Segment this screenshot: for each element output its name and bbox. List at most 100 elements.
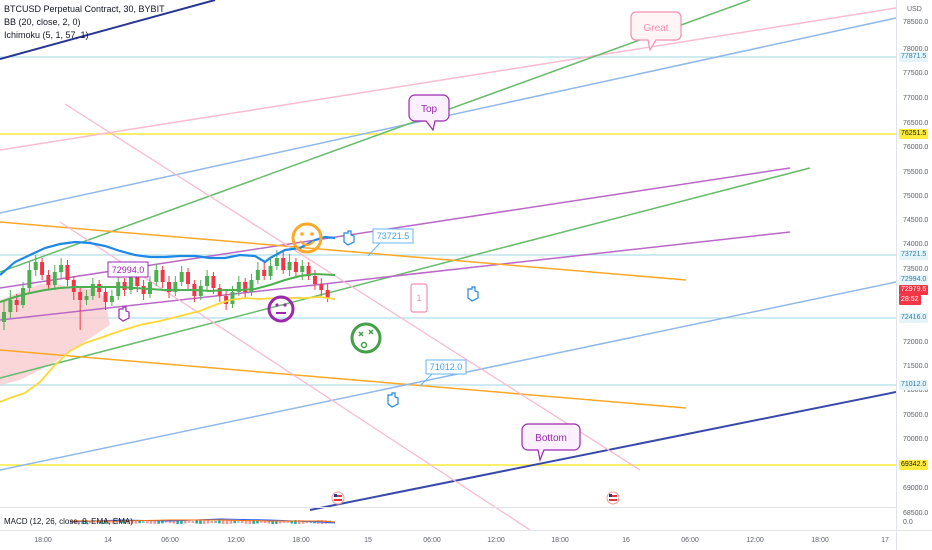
price-tick: 72000.0 [903, 339, 929, 346]
callout-71012-label: 71012.0 [430, 362, 463, 372]
price-tick: 75000.0 [903, 193, 929, 200]
trendline-orange-upper[interactable] [0, 221, 687, 281]
macd-bar [161, 520, 164, 524]
price-tick: 78500.0 [903, 19, 929, 26]
macd-signal-line [70, 519, 336, 523]
pointer-hand-icon-4[interactable] [118, 306, 130, 322]
time-tick: 06:00 [681, 537, 699, 544]
top-bubble[interactable]: Top [408, 94, 450, 132]
macd-legend[interactable]: MACD (12, 26, close, 9, EMA, EMA) [4, 517, 133, 526]
price-label: 77871.5 [899, 52, 929, 62]
macd-bar [123, 520, 126, 524]
time-axis[interactable]: 18:00 14 06:00 12:00 18:00 15 06:00 12:00 18:00 1… [0, 530, 896, 550]
macd-bar [233, 520, 236, 524]
price-tick: 71500.0 [903, 363, 929, 370]
candle-body [274, 258, 279, 266]
candle-body [217, 288, 222, 296]
dizzy-face-icon[interactable] [350, 322, 382, 354]
macd-bar [149, 520, 153, 524]
trendline-purple-lower[interactable] [0, 231, 791, 321]
macd-bar [127, 520, 130, 524]
ichimoku-cloud [0, 284, 110, 385]
chart-canvas[interactable]: Great Top Bottom 73721.5 72994.0 71012.0… [0, 0, 896, 530]
price-tick: 69000.0 [903, 485, 929, 492]
candle-body [243, 282, 248, 292]
legend-ichimoku[interactable]: Ichimoku (5, 1, 57, 1) [4, 30, 89, 40]
candle-body [84, 296, 89, 300]
macd-bar [203, 520, 206, 524]
bottom-bubble[interactable]: Bottom [521, 423, 581, 463]
trendline-orange-lower[interactable] [0, 349, 687, 409]
great-bubble[interactable]: Great [630, 11, 682, 52]
candle-body [46, 275, 51, 285]
trendline-navy-bottom[interactable] [309, 391, 896, 511]
macd-bar [138, 520, 141, 524]
price-label: 28:52 [899, 295, 921, 305]
time-tick: 06:00 [423, 537, 441, 544]
candle-body [236, 282, 241, 292]
top-label: Top [421, 104, 438, 115]
callout-73721-label: 73721.5 [377, 231, 410, 241]
price-label: 72979.5 [899, 285, 929, 295]
candle-body [40, 262, 45, 275]
callout-73721[interactable]: 73721.5 [367, 228, 414, 257]
trendline-green-lower[interactable] [0, 167, 811, 379]
time-tick: 12:00 [746, 537, 764, 544]
trendline-pink-diag-1[interactable] [64, 103, 641, 471]
candle-body [65, 265, 70, 280]
price-tick: 73500.0 [903, 266, 929, 273]
macd-bar [225, 520, 229, 524]
price-label: 72416.0 [899, 313, 929, 323]
price-tick: 74000.0 [903, 241, 929, 248]
macd-bar [168, 520, 172, 524]
legend-symbol[interactable]: BTCUSD Perpetual Contract, 30, BYBIT [4, 4, 165, 14]
macd-bar [191, 521, 195, 523]
candle-body [52, 272, 57, 285]
candle-body [300, 266, 305, 272]
macd-bar [260, 521, 263, 523]
macd-bar [244, 520, 248, 524]
us-flag-event-icon-2[interactable] [606, 491, 620, 505]
trendline-pink-upper[interactable] [0, 7, 896, 151]
time-tick: 12:00 [487, 537, 505, 544]
legend-bb[interactable]: BB (20, close, 2, 0) [4, 17, 81, 27]
price-label: 71012.0 [899, 380, 929, 390]
price-label: 76251.5 [899, 129, 929, 139]
macd-bar [100, 520, 103, 524]
pointer-hand-icon-3[interactable] [387, 392, 399, 408]
price-axis[interactable]: USD 78500.0 78000.0 77500.0 77000.0 76500.0 7… [896, 0, 932, 530]
trendline-blue-lower[interactable] [0, 281, 896, 471]
macd-bar [146, 520, 149, 524]
macd-bar [172, 520, 176, 524]
neutral-face-icon[interactable] [267, 295, 295, 323]
callout-71012[interactable]: 71012.0 [419, 359, 467, 387]
axis-corner [896, 530, 932, 550]
price-tick: 68500.0 [903, 510, 929, 517]
trendline-green-upper[interactable] [0, 0, 751, 273]
macd-bar [305, 520, 309, 524]
macd-bar [286, 521, 290, 523]
macd-bar [298, 520, 301, 524]
marker-1-box[interactable]: 1 [410, 283, 428, 313]
bb-basis [0, 272, 336, 303]
marker-1-label: 1 [416, 293, 421, 303]
candle-body [122, 282, 127, 290]
price-tick: 76500.0 [903, 120, 929, 127]
candle-body [179, 272, 184, 282]
candle-body [78, 292, 83, 300]
us-flag-event-icon-1[interactable] [331, 491, 345, 505]
happy-face-icon[interactable] [291, 222, 323, 254]
macd-bar [279, 520, 282, 524]
macd-bar [210, 520, 214, 524]
callout-72994[interactable]: 72994.0 [107, 261, 149, 278]
candle-body [109, 296, 114, 302]
currency-label[interactable]: USD [907, 6, 922, 13]
pointer-hand-icon-2[interactable] [467, 286, 479, 302]
macd-bar [130, 520, 134, 524]
macd-bar [290, 520, 293, 524]
candle-body [21, 288, 26, 305]
pane-separator[interactable] [0, 507, 896, 508]
pointer-hand-icon-1[interactable] [343, 230, 355, 246]
trendline-navy-top[interactable] [0, 0, 216, 60]
